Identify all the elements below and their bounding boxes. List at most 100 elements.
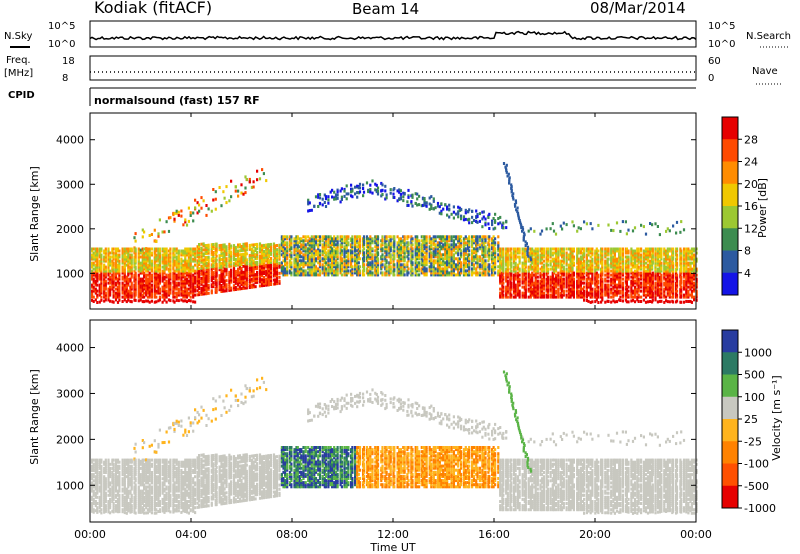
echo-cell <box>275 252 279 256</box>
echo-cell <box>376 267 380 271</box>
echo-cell <box>385 271 388 275</box>
echo-cell <box>185 253 189 257</box>
echo-cell <box>388 253 391 257</box>
echo-cell <box>245 260 248 264</box>
echo-cell <box>345 192 348 196</box>
echo-cell <box>194 206 197 210</box>
echo-cell <box>536 295 539 299</box>
echo-cell <box>398 190 401 194</box>
echo-cell <box>403 241 406 245</box>
echo-cell <box>173 255 176 259</box>
echo-cell <box>545 277 548 281</box>
echo-cell <box>492 251 495 255</box>
echo-cell <box>274 260 277 264</box>
echo-cell <box>552 265 556 269</box>
echo-cell <box>374 261 377 265</box>
echo-cell <box>237 245 240 249</box>
echo-cell <box>512 259 516 263</box>
echo-cell <box>116 259 120 263</box>
echo-cell <box>155 265 158 269</box>
echo-cell <box>177 249 180 253</box>
echo-cell <box>384 251 387 255</box>
echo-cell <box>323 265 326 269</box>
echo-cell <box>446 265 449 269</box>
echo-cell <box>521 269 524 273</box>
echo-cell <box>536 281 539 285</box>
echo-cell <box>258 270 262 274</box>
echo-cell <box>545 259 548 263</box>
echo-cell <box>127 251 130 255</box>
echo-cell <box>491 255 494 259</box>
echo-cell <box>150 269 153 273</box>
echo-cell <box>551 289 554 293</box>
echo-cell <box>258 264 262 268</box>
echo-cell <box>323 247 326 251</box>
echo-cell <box>145 251 148 255</box>
echo-cell <box>374 253 377 257</box>
echo-cell <box>295 241 298 245</box>
echo-cell <box>481 249 484 253</box>
echo-cell <box>256 280 259 284</box>
echo-cell <box>552 263 556 267</box>
echo-cell <box>207 207 210 211</box>
echo-cell <box>290 267 293 271</box>
echo-cell <box>539 273 542 277</box>
echo-cell <box>139 281 142 285</box>
echo-cell <box>318 269 322 273</box>
echo-cell <box>428 267 431 271</box>
echo-cell <box>343 247 346 251</box>
echo-cell <box>310 273 313 277</box>
echo-cell <box>232 252 236 256</box>
echo-cell <box>240 267 243 271</box>
echo-cell <box>462 257 466 261</box>
echo-cell <box>542 279 545 283</box>
echo-cell <box>129 279 132 283</box>
echo-cell <box>295 247 298 251</box>
echo-cell <box>551 267 554 271</box>
echo-cell <box>432 271 435 275</box>
echo-cell <box>98 275 101 279</box>
echo-cell <box>130 275 133 279</box>
echo-cell <box>134 293 137 297</box>
echo-cell <box>358 269 362 273</box>
echo-cell <box>196 283 199 287</box>
echo-cell <box>565 255 568 259</box>
echo-cell <box>376 253 380 257</box>
echo-cell <box>365 245 369 249</box>
echo-cell <box>114 293 118 297</box>
echo-cell <box>212 253 215 256</box>
echo-cell <box>167 279 171 283</box>
echo-cell <box>254 267 257 271</box>
echo-cell <box>130 253 133 257</box>
echo-cell <box>111 247 114 251</box>
echo-cell <box>339 245 342 249</box>
echo-cell <box>494 237 497 241</box>
echo-cell <box>96 273 99 277</box>
echo-cell <box>448 215 451 219</box>
echo-cell <box>402 235 405 239</box>
echo-cell <box>130 295 133 299</box>
echo-cell <box>467 210 470 214</box>
echo-cell <box>438 255 441 259</box>
echo-cell <box>389 191 392 195</box>
echo-cell <box>551 253 554 257</box>
echo-cell <box>248 180 251 184</box>
echo-cell <box>367 253 370 257</box>
echo-cell <box>375 243 378 247</box>
echo-cell <box>198 259 201 263</box>
echo-cell <box>207 279 210 283</box>
echo-cell <box>403 269 406 273</box>
echo-cell <box>561 259 564 263</box>
echo-cell <box>200 292 203 296</box>
echo-cell <box>310 237 313 241</box>
echo-cell <box>244 268 247 272</box>
echo-cell <box>295 271 298 275</box>
echo-cell <box>182 299 185 303</box>
echo-cell <box>393 255 396 259</box>
echo-cell <box>284 269 287 273</box>
echo-cell <box>192 289 195 293</box>
echo-cell <box>536 283 539 287</box>
echo-cell <box>267 243 270 247</box>
echo-cell <box>416 263 419 267</box>
echo-cell <box>145 283 148 287</box>
